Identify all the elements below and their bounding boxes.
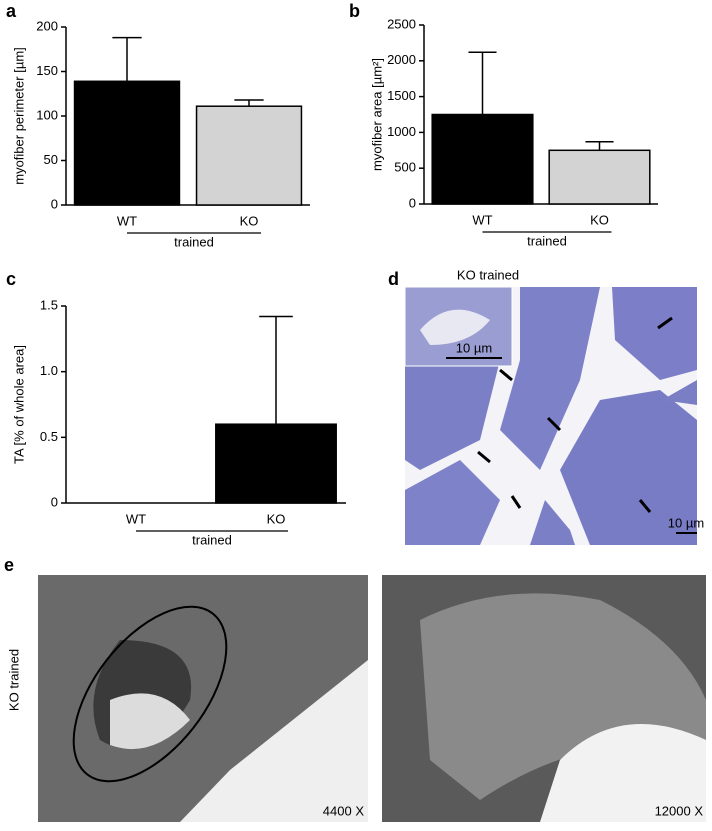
y-axis-label: TA [% of whole area] <box>11 345 26 464</box>
y-tick-label: 1.5 <box>40 297 58 312</box>
y-tick-label: 1500 <box>387 88 416 103</box>
row-label: KO trained <box>6 649 21 711</box>
panel-label: d <box>388 269 399 289</box>
panel-label: b <box>349 1 360 21</box>
micrograph-d <box>404 286 697 545</box>
y-axis-label: myofiber perimeter [µm] <box>11 47 26 185</box>
group-label: trained <box>192 532 232 547</box>
x-tick-label: WT <box>126 511 146 526</box>
magnification: 4400 X <box>323 803 365 818</box>
y-tick-label: 1000 <box>387 124 416 139</box>
x-tick-label: KO <box>267 511 286 526</box>
panel-title: KO trained <box>457 267 519 282</box>
panel-label: c <box>6 269 16 289</box>
bar <box>195 105 303 206</box>
magnification: 12000 X <box>655 803 704 818</box>
y-tick-label: 0.5 <box>40 429 58 444</box>
micrograph-e-right <box>382 575 706 822</box>
y-tick-label: 500 <box>394 160 416 175</box>
bar <box>548 149 651 205</box>
y-tick-label: 2000 <box>387 52 416 67</box>
bar <box>73 80 181 206</box>
y-axis-label: myofiber area [µm²] <box>369 58 384 171</box>
y-tick-label: 0 <box>51 196 58 211</box>
group-label: trained <box>174 234 214 249</box>
panel-label: e <box>4 555 14 575</box>
scale-label: 10 µm <box>668 515 704 530</box>
y-tick-label: 200 <box>36 18 58 33</box>
x-tick-label: KO <box>590 212 609 227</box>
scale-label: 10 µm <box>456 340 492 355</box>
x-tick-label: WT <box>472 212 492 227</box>
y-tick-label: 0 <box>51 494 58 509</box>
y-tick-label: 50 <box>44 152 58 167</box>
y-tick-label: 2500 <box>387 16 416 31</box>
x-tick-label: KO <box>240 213 259 228</box>
bar <box>431 113 534 205</box>
panel-label: a <box>6 1 17 21</box>
group-label: trained <box>527 233 567 248</box>
x-tick-label: WT <box>117 213 137 228</box>
bar <box>215 423 337 504</box>
y-tick-label: 150 <box>36 63 58 78</box>
micrograph-e-left <box>38 575 368 822</box>
y-tick-label: 1.0 <box>40 363 58 378</box>
y-tick-label: 0 <box>409 195 416 210</box>
y-tick-label: 100 <box>36 107 58 122</box>
